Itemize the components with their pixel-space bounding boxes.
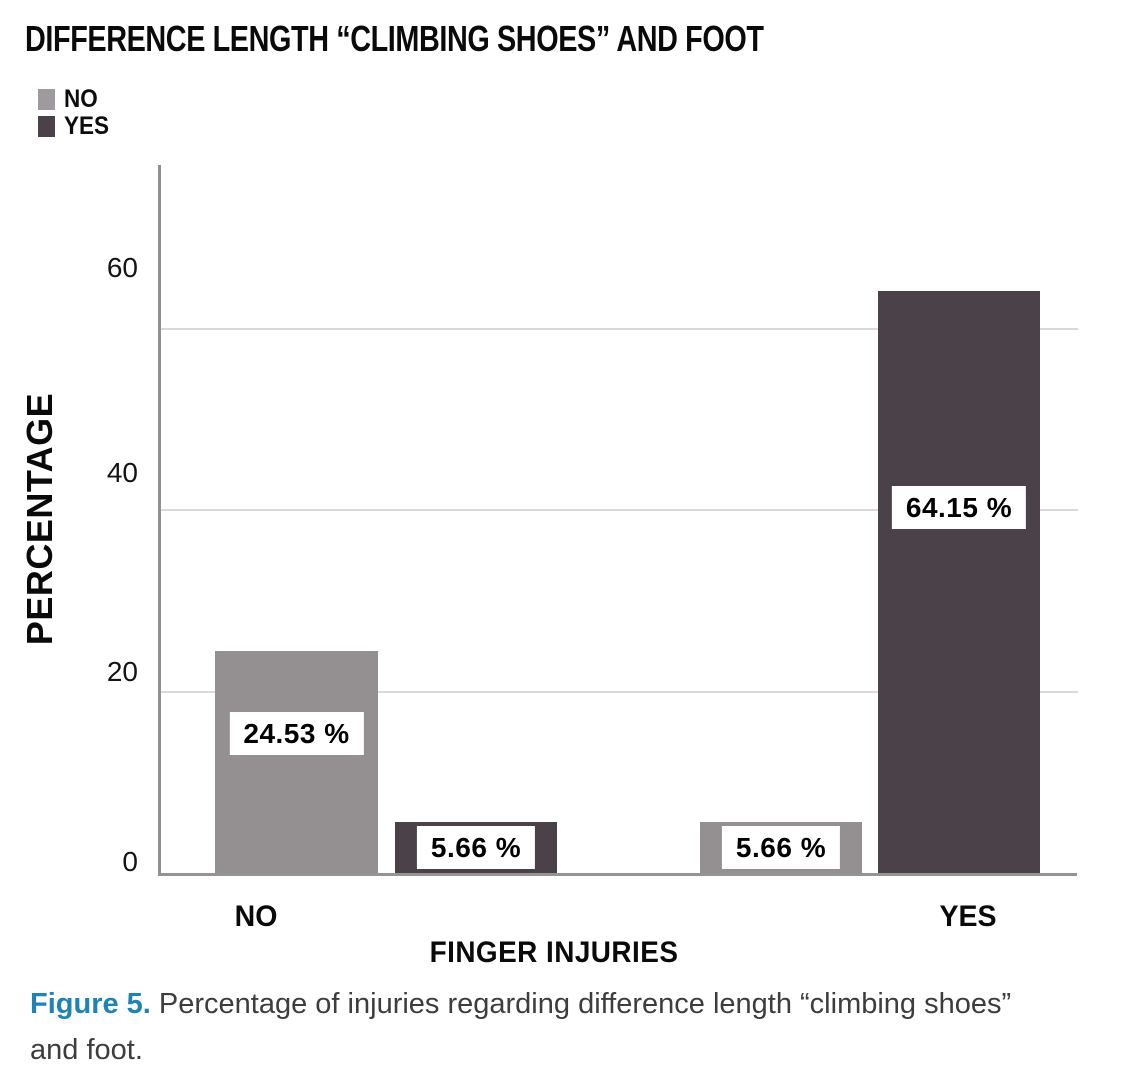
bar-value-label: 64.15 % (891, 486, 1027, 529)
x-axis-title: FINGER INJURIES (429, 936, 679, 969)
legend-swatch-yes (38, 115, 55, 137)
bar-group-yes-series-yes: 64.15 % (878, 291, 1040, 873)
x-tick-no: NO (234, 900, 278, 933)
figure-caption-label: Figure 5. (30, 988, 159, 1020)
gridline-20 (161, 691, 1078, 693)
figure-caption: Figure 5. Percentage of injuries regardi… (30, 981, 1035, 1073)
bar-group-no-series-no: 24.53 % (215, 651, 378, 873)
gridline-40 (161, 509, 1078, 511)
legend-label-yes: YES (64, 111, 110, 140)
gridline-60 (161, 328, 1078, 330)
legend-item-yes: YES (38, 111, 114, 140)
bar-value-label: 5.66 % (721, 826, 841, 869)
y-tick-40: 40 (106, 457, 138, 488)
y-axis-line (158, 165, 161, 876)
bar-group-no-series-yes: 5.66 % (395, 822, 557, 873)
legend-label-no: NO (64, 84, 98, 113)
bar-group-yes-series-no: 5.66 % (700, 822, 862, 873)
y-tick-0: 0 (122, 846, 138, 877)
y-tick-60: 60 (106, 252, 138, 283)
plot-area: 24.53 % 5.66 % 5.66 % 64.15 % (161, 165, 1078, 873)
figure-caption-text: Percentage of injuries regarding differe… (30, 988, 1012, 1066)
y-axis-title: PERCENTAGE (19, 392, 60, 646)
legend-swatch-no (38, 88, 55, 110)
x-tick-yes: YES (939, 900, 997, 933)
bar-value-label: 5.66 % (416, 826, 536, 869)
y-tick-20: 20 (106, 656, 138, 687)
legend-item-no: NO (38, 84, 102, 113)
x-axis-line (158, 873, 1077, 876)
bar-value-label: 24.53 % (229, 712, 364, 755)
chart-title: DIFFERENCE LENGTH “CLIMBING SHOES” AND F… (25, 18, 764, 59)
